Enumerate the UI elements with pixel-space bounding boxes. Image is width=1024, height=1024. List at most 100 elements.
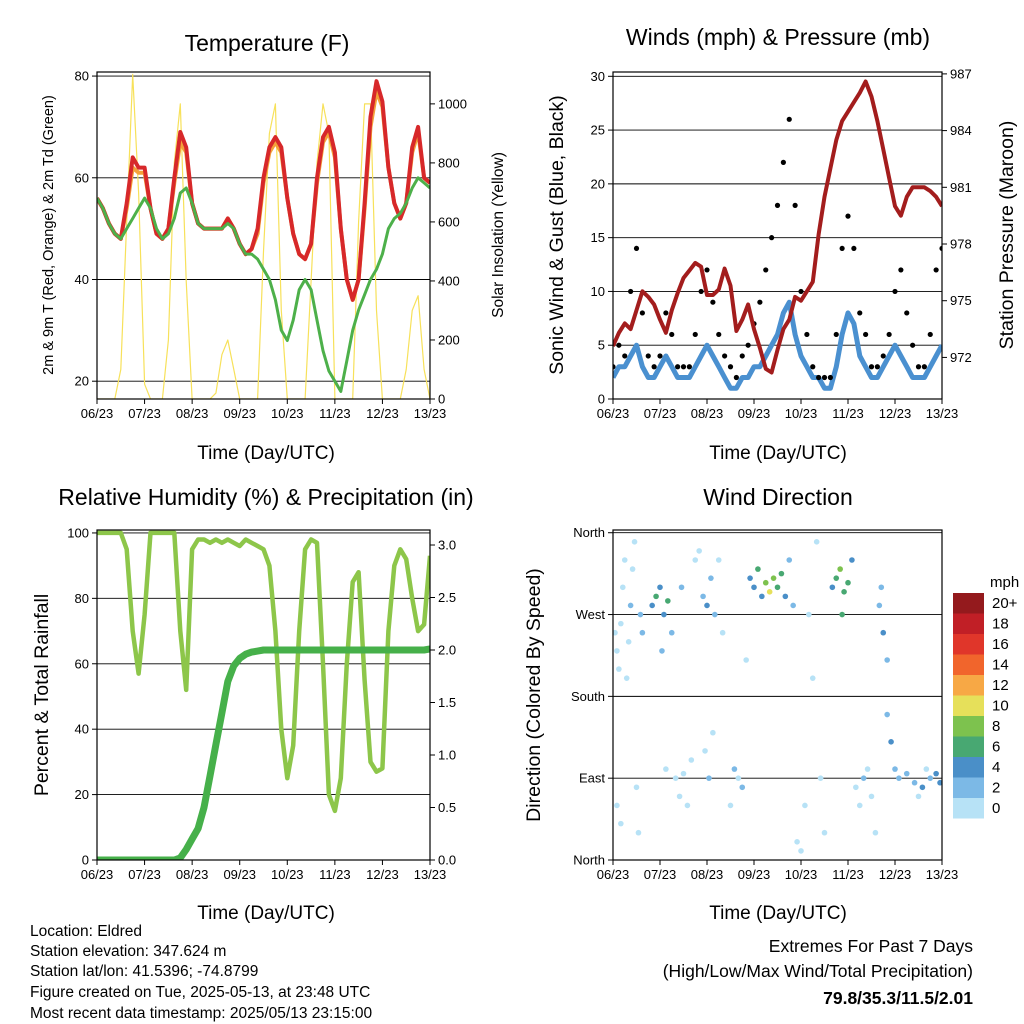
wind-direction-point <box>911 779 918 786</box>
y-tick-label: 20 <box>75 787 89 802</box>
gust-point <box>733 374 739 381</box>
legend-swatch <box>953 695 984 716</box>
wind-direction-point <box>619 584 626 591</box>
gust-point <box>786 116 792 122</box>
x-tick-label: 10/23 <box>271 406 304 421</box>
legend-title: mph <box>990 574 1019 591</box>
gust-point <box>616 342 622 348</box>
wind-direction-point <box>731 766 738 772</box>
wind-direction-point <box>621 557 628 563</box>
latest-timestamp-text: Most recent data timestamp: 2025/05/13 2… <box>30 1005 372 1022</box>
winds-plot: 0 5 10 15 20 25 30 972 975 978 981 984 987 06/23 07/23… <box>591 66 972 421</box>
gust-point <box>651 364 657 370</box>
gust-point <box>839 245 845 252</box>
wind-direction-point <box>845 579 851 586</box>
gust-point <box>698 288 704 295</box>
winds-ylabel: Sonic Wind & Gust (Blue, Black) <box>546 95 568 375</box>
wind-direction-point <box>618 820 624 827</box>
plot-frame <box>96 529 431 861</box>
gust-point <box>904 310 910 316</box>
wind-direction-point <box>712 611 718 618</box>
wind-direction-point <box>841 589 847 595</box>
x-tick-label: 13/23 <box>926 867 959 882</box>
x-tick-label: 13/23 <box>414 406 447 421</box>
y-tick-label: 5 <box>598 338 605 353</box>
station-pressure-line <box>613 79 942 375</box>
legend-swatch <box>953 593 984 614</box>
legend-label: 10 <box>992 698 1009 715</box>
gust-point <box>810 364 816 370</box>
gust-point <box>639 310 645 316</box>
y-right-tick-label: 3.0 <box>438 538 456 553</box>
gust-point <box>845 213 851 219</box>
wind-direction-point <box>618 620 624 627</box>
wind-direction-point <box>872 829 879 836</box>
gust-point <box>792 202 798 208</box>
wind-direction-point <box>937 779 942 786</box>
y-tick-label: West <box>576 607 606 622</box>
gust-point <box>710 299 716 305</box>
gust-point <box>863 331 869 338</box>
wind-direction-point <box>668 629 675 636</box>
legend-swatch <box>953 736 984 757</box>
y-right-tick-label: 0.0 <box>438 853 456 868</box>
legend-label: 4 <box>992 759 1000 776</box>
gust-point <box>716 331 722 338</box>
wind-direction-point <box>809 675 816 681</box>
gust-point <box>868 364 875 370</box>
wind-direction-point <box>860 775 867 781</box>
x-tick-label: 09/23 <box>738 867 771 882</box>
y-tick-label: 20 <box>75 374 89 389</box>
wind-direction-point <box>688 757 695 763</box>
x-tick-label: 09/23 <box>738 406 771 421</box>
relative-humidity-line <box>97 530 430 814</box>
legend-label: 12 <box>992 677 1009 694</box>
plot-frame <box>612 71 943 400</box>
wind-direction-point <box>919 784 926 791</box>
wind-direction-point <box>719 629 726 636</box>
x-tick-label: 13/23 <box>414 867 447 882</box>
wind-direction-point <box>933 770 939 777</box>
x-tick-label: 11/23 <box>319 406 351 421</box>
wind-direction-point <box>839 611 845 618</box>
gust-point <box>628 288 634 295</box>
humidity-marks <box>97 530 430 860</box>
y-right-tick-label: 2.5 <box>438 590 456 605</box>
legend-swatch <box>953 798 984 819</box>
wind-direction-point <box>700 593 706 600</box>
x-tick-label: 12/23 <box>879 867 912 882</box>
gust-point <box>613 364 616 370</box>
gust-point <box>827 374 833 381</box>
gust-point <box>669 331 675 338</box>
sonic-wind-line <box>613 299 942 391</box>
gust-point <box>622 353 628 359</box>
temperature-title: Temperature (F) <box>185 30 350 56</box>
wind-direction-point <box>710 729 716 736</box>
wind-direction-point <box>868 793 875 800</box>
x-tick-label: 08/23 <box>691 867 724 882</box>
gust-point <box>939 245 942 252</box>
y-right-tick-label: 0 <box>438 392 445 407</box>
legend-label: 20+ <box>992 595 1018 612</box>
wind-direction-point <box>817 775 824 781</box>
y-right-tick-label: 987 <box>950 66 972 81</box>
y-tick-label: 15 <box>591 230 605 245</box>
wind-direction-point <box>880 629 887 636</box>
wind-direction-point <box>613 629 618 636</box>
wind-direction-point <box>864 766 871 772</box>
x-tick-label: 10/23 <box>785 406 818 421</box>
gust-point <box>833 331 839 338</box>
y-tick-label: 40 <box>75 272 89 287</box>
gust-point <box>675 364 681 370</box>
wind-direction-point <box>821 829 828 836</box>
y-tick-label: 0 <box>82 853 89 868</box>
gust-point <box>857 310 863 316</box>
gust-point <box>927 331 933 338</box>
y-right-tick-label: 1.5 <box>438 695 456 710</box>
wind-direction-point <box>676 793 683 800</box>
wind-direction-point <box>770 575 777 581</box>
x-tick-label: 12/23 <box>366 867 399 882</box>
wind-direction-point <box>786 557 793 563</box>
x-tick-label: 11/23 <box>832 406 864 421</box>
